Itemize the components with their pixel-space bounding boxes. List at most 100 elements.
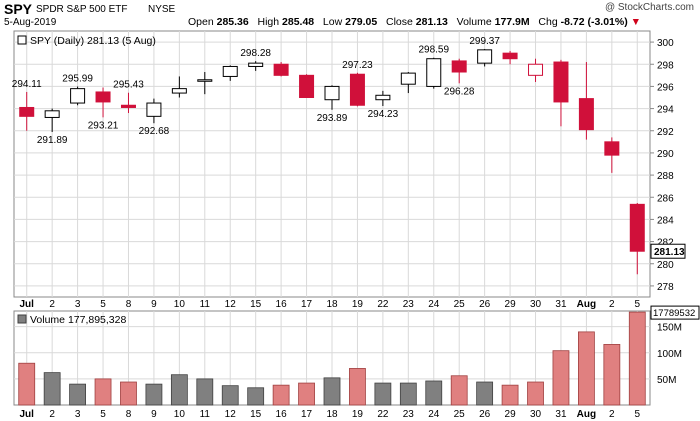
x-tick-label: 18: [326, 409, 338, 420]
price-legend: SPY (Daily) 281.13 (5 Aug): [30, 35, 156, 47]
price-tick-label: 294: [657, 105, 674, 116]
candle-body: [299, 74, 315, 99]
candle-body: [120, 104, 136, 108]
candle-body: [451, 60, 467, 73]
x-tick-label: Aug: [577, 299, 596, 310]
volume-legend: Volume 177,895,328: [30, 314, 126, 326]
high-label: High: [257, 16, 280, 28]
high-value: 285.48: [282, 16, 315, 28]
volume-bar: [145, 383, 163, 406]
price-annotation: 295.99: [62, 74, 93, 85]
symbol: SPY: [4, 1, 33, 17]
low-label: Low: [322, 16, 343, 28]
x-tick-label: 15: [250, 299, 262, 310]
volume-bar: [69, 383, 86, 406]
x-tick-label: 16: [276, 299, 288, 310]
price-tick-label: 284: [657, 215, 674, 226]
x-tick-label: 29: [505, 299, 517, 310]
x-tick-label: 23: [403, 409, 415, 420]
volume-bar: [247, 387, 265, 406]
volume-bar: [221, 385, 239, 406]
last-price-value: 281.13: [654, 247, 685, 258]
volume-bar: [374, 382, 392, 406]
candle-body: [477, 49, 493, 64]
volume-bar: [170, 374, 188, 406]
x-tick-label: 12: [225, 299, 237, 310]
candle-body: [19, 106, 35, 117]
chart-header: SPY SPDR S&P 500 ETF NYSE 5-Aug-2019 Ope…: [0, 0, 700, 30]
watermark: @ StockCharts.com: [604, 2, 694, 13]
x-tick-label: 10: [174, 409, 186, 420]
low-value: 279.05: [345, 16, 378, 28]
candle-body: [44, 110, 60, 118]
x-tick-label: 26: [479, 299, 491, 310]
volume-bar: [18, 362, 36, 406]
x-tick-label: 12: [225, 409, 237, 420]
candle-body: [604, 141, 620, 156]
x-tick-label: 2: [609, 299, 615, 310]
x-tick-label: 17: [301, 299, 313, 310]
x-tick-label: 30: [530, 299, 542, 310]
volume-bar: [450, 375, 468, 406]
x-tick-label: Aug: [577, 409, 596, 420]
price-annotation: 298.59: [418, 45, 449, 56]
candle-body: [502, 52, 518, 60]
price-annotation: 293.21: [88, 120, 119, 131]
volume-bar: [603, 344, 621, 406]
close-value: 281.13: [415, 16, 448, 28]
quote-date: 5-Aug-2019: [4, 17, 57, 28]
volume-tick-label: 100M: [657, 349, 682, 360]
open-value: 285.36: [216, 16, 249, 28]
last-volume-tag: [650, 305, 700, 320]
x-tick-label: 3: [75, 409, 81, 420]
candle-body: [629, 203, 645, 252]
volume-bar: [476, 381, 494, 406]
price-tick-label: 280: [657, 260, 674, 271]
x-tick-label: 2: [49, 299, 55, 310]
x-tick-label: 25: [454, 299, 466, 310]
x-tick-label: 10: [174, 299, 186, 310]
volume-bar: [527, 381, 544, 406]
x-tick-label: 5: [634, 409, 640, 420]
candle-body: [349, 73, 365, 106]
exchange: NYSE: [148, 4, 176, 15]
price-tick-label: 300: [657, 38, 674, 49]
volume-bar: [43, 372, 61, 406]
volume-bar: [578, 331, 595, 406]
x-tick-label: 2: [49, 409, 55, 420]
x-tick-label: 16: [276, 409, 288, 420]
price-tick-label: 290: [657, 149, 674, 160]
x-tick-label: 9: [151, 299, 157, 310]
candle-body: [578, 98, 594, 131]
price-tick-label: 288: [657, 171, 674, 182]
x-tick-label: 8: [126, 299, 132, 310]
x-tick-label: Jul: [19, 409, 34, 420]
down-arrow-icon: ▼: [630, 16, 642, 28]
price-annotation: 293.89: [317, 113, 348, 124]
x-tick-label: 18: [326, 299, 338, 310]
x-tick-label: 22: [377, 299, 389, 310]
price-tick-label: 298: [657, 60, 674, 71]
volume-bar: [272, 384, 290, 406]
candle-body: [171, 88, 187, 94]
quote-summary: Open 285.36 High 285.48 Low 279.05 Close…: [188, 16, 641, 28]
last-volume-value: 17789532: [653, 308, 695, 319]
x-tick-label: 5: [100, 299, 106, 310]
candle-body: [222, 65, 238, 77]
volume-bar: [196, 378, 214, 406]
volume-bar: [349, 368, 366, 406]
x-tick-label: 11: [200, 409, 211, 420]
x-tick-label: 3: [75, 299, 81, 310]
price-annotation: 299.37: [469, 36, 500, 47]
candle-body: [273, 63, 289, 76]
candle-body: [426, 58, 442, 87]
chg-label: Chg: [538, 16, 558, 28]
candle-body: [197, 79, 213, 82]
price-annotation: 295.43: [113, 80, 144, 91]
price-tick-label: 286: [657, 193, 674, 204]
x-tick-label: 2: [609, 409, 615, 420]
x-tick-label: 19: [352, 409, 364, 420]
last-price-tag: [650, 243, 686, 259]
price-annotation: 291.89: [37, 135, 68, 146]
